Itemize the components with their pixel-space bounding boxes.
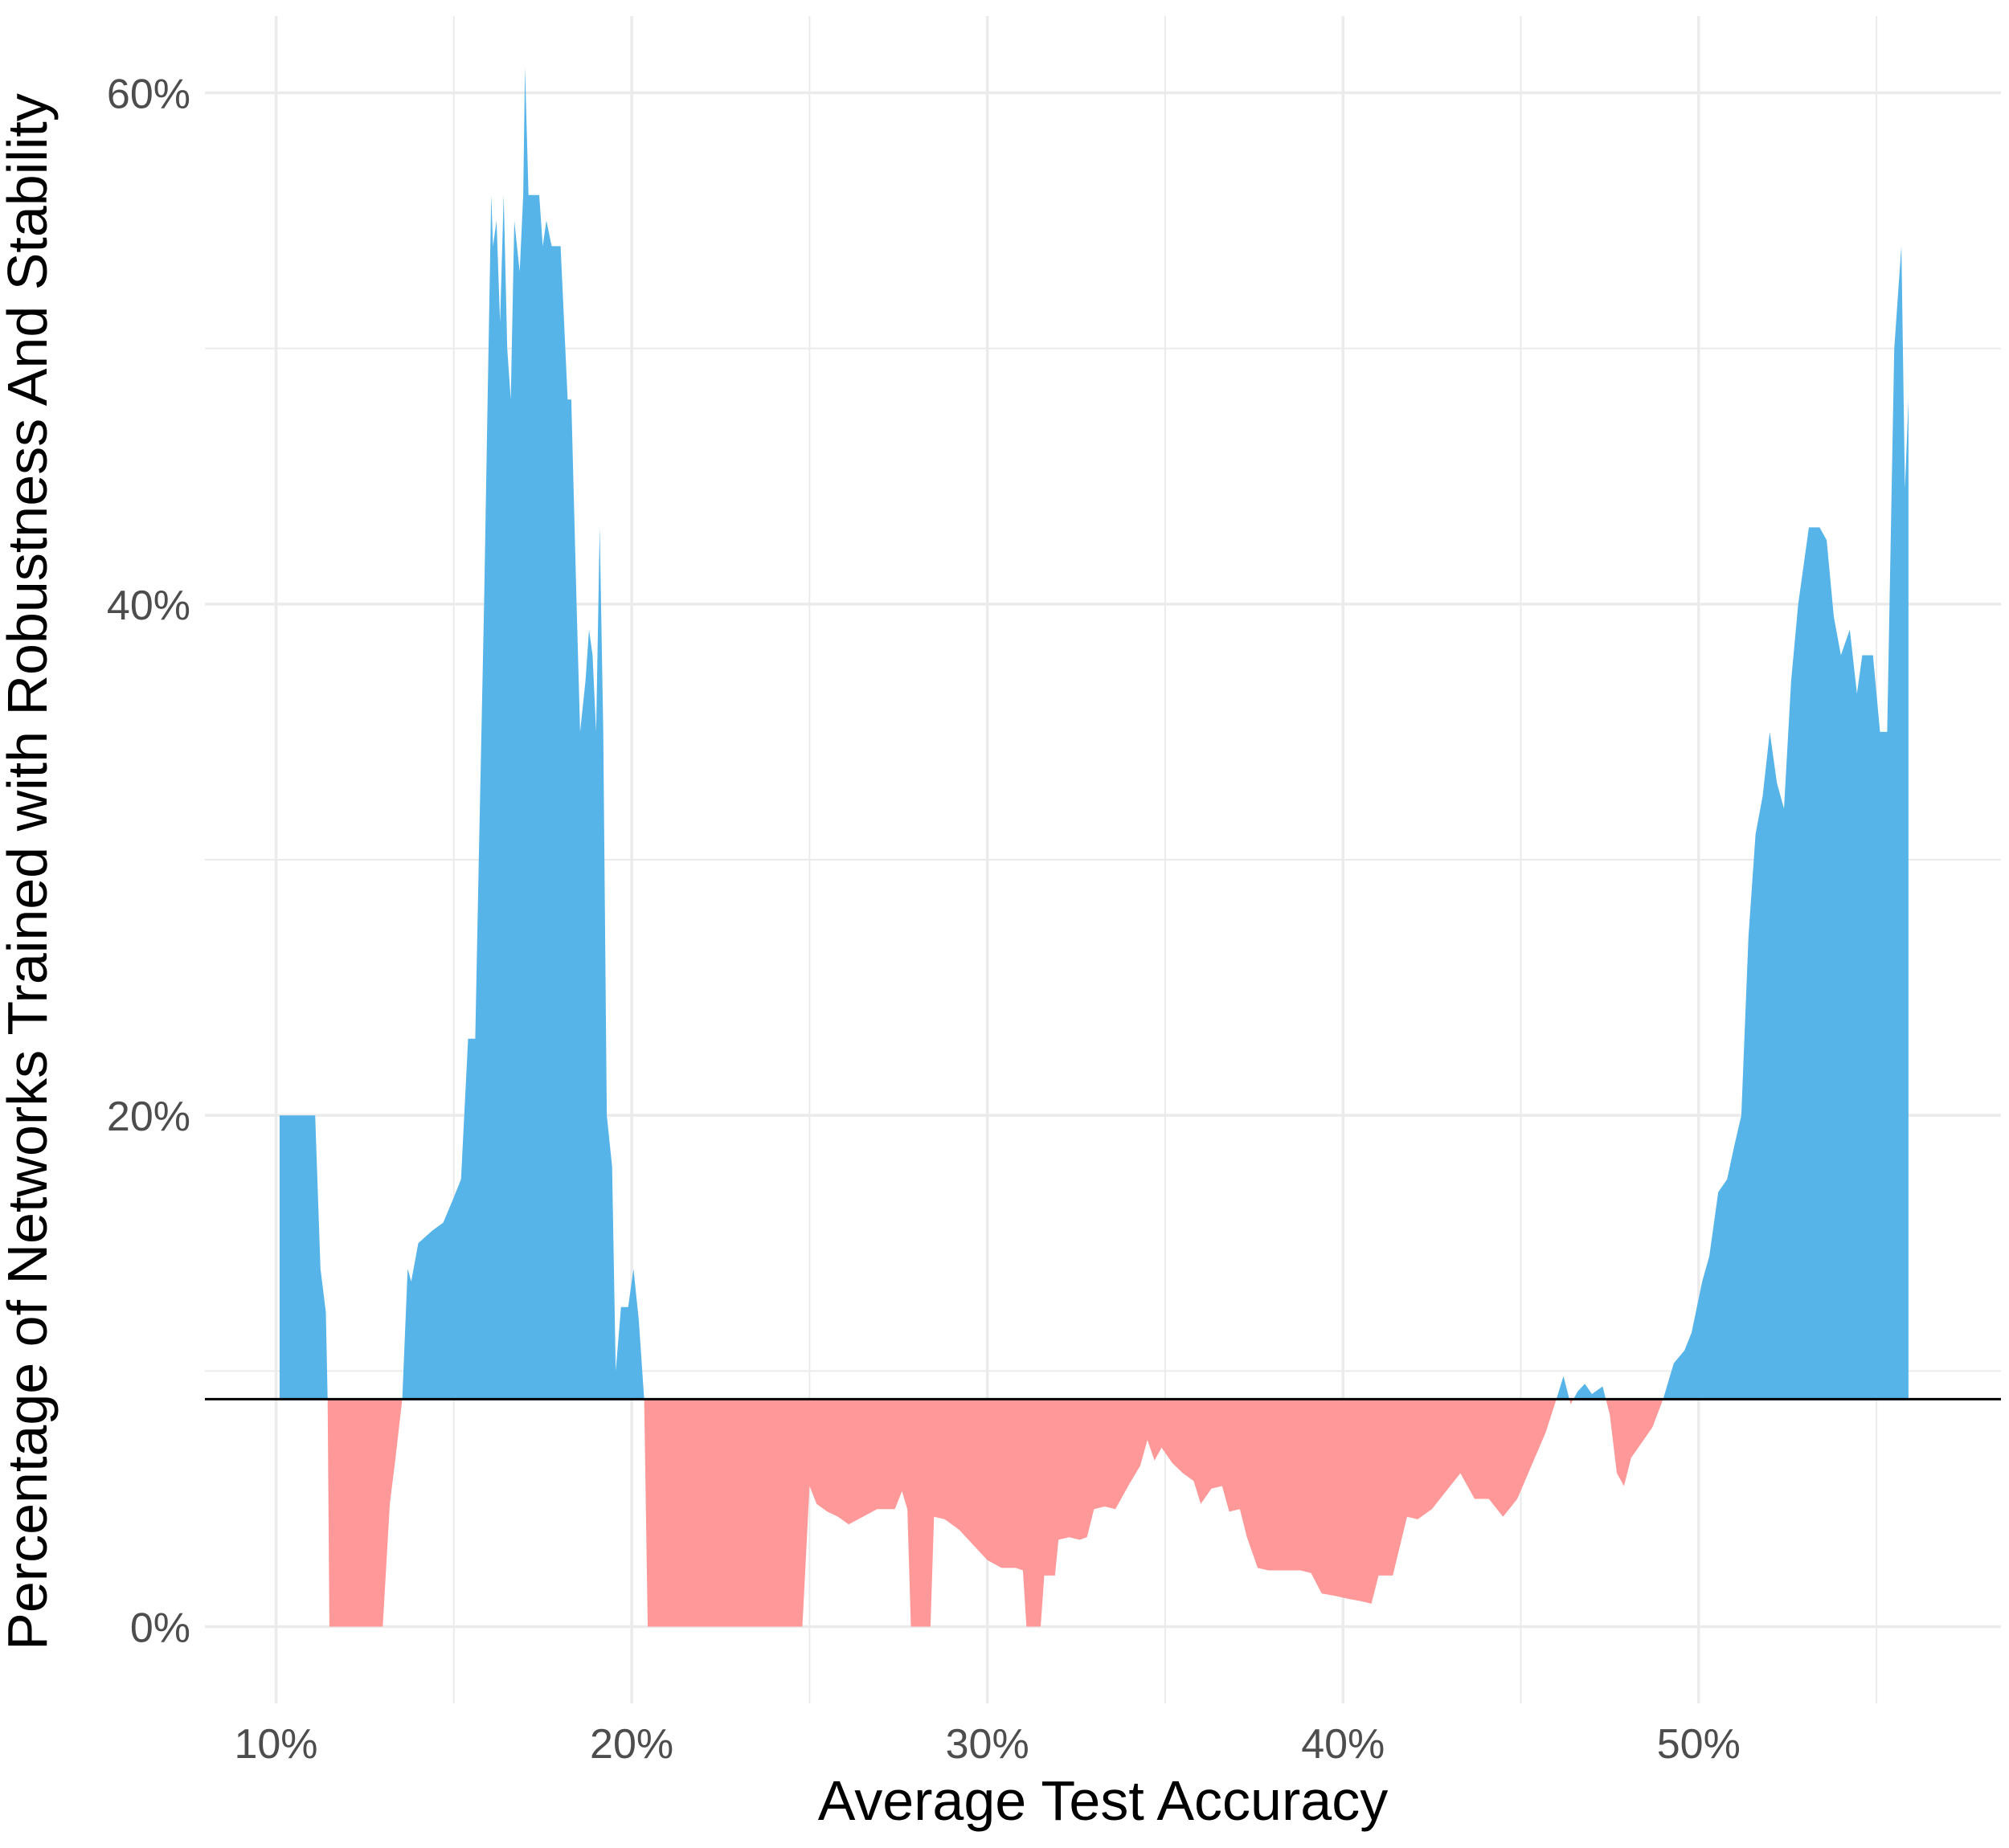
area-below-baseline xyxy=(1606,1399,1663,1486)
x-tick-label: 30% xyxy=(946,1721,1029,1768)
area-above-baseline xyxy=(1556,1376,1569,1400)
y-axis-title: Percentage of Networks Trained with Robu… xyxy=(0,93,59,1650)
area-layer xyxy=(279,67,1909,1627)
area-above-baseline xyxy=(1663,246,1909,1400)
x-tick-label: 20% xyxy=(590,1721,673,1768)
area-above-baseline xyxy=(279,1115,328,1400)
x-tick-label: 50% xyxy=(1657,1721,1741,1768)
y-tick-label: 60% xyxy=(107,71,190,117)
area-above-baseline xyxy=(402,67,644,1400)
area-below-baseline xyxy=(1569,1399,1573,1404)
y-tick-label: 40% xyxy=(107,583,190,629)
x-tick-label: 40% xyxy=(1301,1721,1385,1768)
area-above-baseline xyxy=(1573,1384,1606,1400)
area-below-baseline xyxy=(327,1399,403,1627)
area-below-baseline xyxy=(644,1399,1557,1627)
y-tick-label: 20% xyxy=(107,1094,190,1140)
tick-layer: 10% 20% 30% 40% 50% 0% 20% 40% 60% xyxy=(107,71,1741,1768)
x-tick-label: 10% xyxy=(234,1721,317,1768)
y-tick-label: 0% xyxy=(130,1605,190,1652)
x-axis-title: Average Test Accuracy xyxy=(818,1769,1388,1832)
